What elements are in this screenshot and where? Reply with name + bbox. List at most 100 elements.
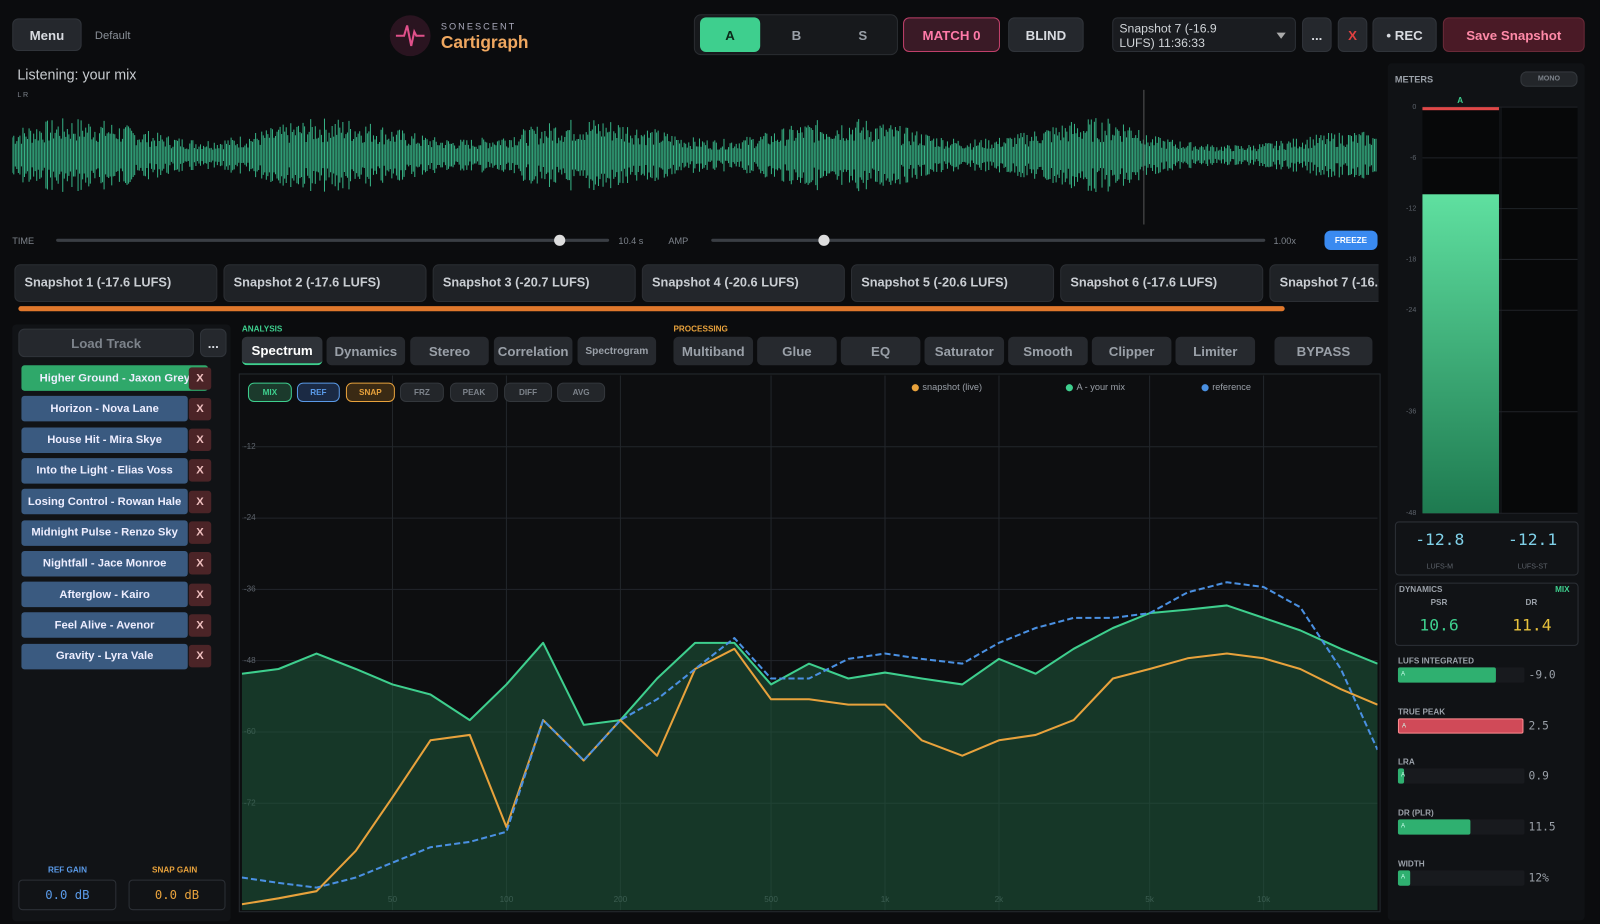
stat-value: 11.5 xyxy=(1528,820,1556,834)
snap-gain-input[interactable]: 0.0 dB xyxy=(128,879,226,911)
meter-tick-label: -18 xyxy=(1406,255,1416,263)
meter-channel-label: A xyxy=(1457,96,1463,105)
ab-button[interactable]: S xyxy=(858,27,868,43)
toggle-button[interactable]: DIFF xyxy=(504,382,553,403)
freeze-button[interactable]: FREEZE xyxy=(1324,230,1378,250)
ab-button[interactable]: A xyxy=(699,17,761,53)
snapshot-tab[interactable]: Snapshot 1 (-17.6 LUFS) xyxy=(14,264,218,303)
snapshot-tab[interactable]: Snapshot 7 (-16.9 LUFS) xyxy=(1269,264,1379,303)
legend-label: snapshot (live) xyxy=(922,382,982,392)
track-item[interactable]: Losing Control - Rowan Hale xyxy=(21,488,188,515)
analysis-tab[interactable]: Dynamics xyxy=(326,336,406,366)
meter-tick-label: -6 xyxy=(1410,154,1416,162)
slider-knob[interactable] xyxy=(818,234,830,246)
psr-label: PSR xyxy=(1430,597,1448,608)
remove-track-button[interactable]: X xyxy=(188,645,212,668)
mono-button[interactable]: MONO xyxy=(1520,71,1578,87)
toggle-button[interactable]: PEAK xyxy=(449,382,498,403)
snapshot-tab[interactable]: Snapshot 5 (-20.6 LUFS) xyxy=(851,264,1055,303)
time-slider[interactable] xyxy=(56,238,610,242)
analysis-tab[interactable]: Spectrogram xyxy=(577,336,657,366)
analysis-tab[interactable]: Stereo xyxy=(410,336,489,366)
processing-tab[interactable]: Smooth xyxy=(1008,336,1088,366)
remove-track-button[interactable]: X xyxy=(188,366,212,390)
slider-knob[interactable] xyxy=(554,234,566,246)
track-item[interactable]: Afterglow - Kairo xyxy=(21,581,188,608)
snapshot-tab[interactable]: Snapshot 6 (-17.6 LUFS) xyxy=(1060,264,1264,303)
track-item[interactable]: Higher Ground - Jaxon Grey xyxy=(21,365,209,391)
readout-value: -12.8 xyxy=(1415,529,1465,549)
snapshot-tab[interactable]: Snapshot 2 (-17.6 LUFS) xyxy=(223,264,427,303)
blind-button[interactable]: BLIND xyxy=(1008,17,1084,53)
amp-label: AMP xyxy=(668,235,689,246)
track-item[interactable]: Nightfall - Jace Monroe xyxy=(21,550,188,577)
remove-track-button[interactable]: X xyxy=(188,490,212,513)
stat-track xyxy=(1397,870,1525,886)
processing-tab[interactable]: Glue xyxy=(757,336,837,366)
meter-tick-label: -24 xyxy=(1406,306,1416,314)
match-button[interactable]: MATCH 0 xyxy=(903,17,1000,53)
remove-track-button[interactable]: X xyxy=(188,521,212,544)
ab-button[interactable]: B xyxy=(791,27,802,43)
processing-tab[interactable]: EQ xyxy=(840,336,921,366)
remove-track-button[interactable]: X xyxy=(188,614,212,637)
track-item[interactable]: Feel Alive - Avenor xyxy=(21,612,188,639)
analysis-tab[interactable]: Correlation xyxy=(493,336,573,366)
toggle-button[interactable]: FRZ xyxy=(399,382,444,403)
remove-track-button[interactable]: X xyxy=(188,552,212,575)
track-more-button[interactable]: ... xyxy=(199,328,227,358)
stat-value: -9.0 xyxy=(1528,668,1556,682)
preset-name: Default xyxy=(94,29,131,42)
stat-label: LUFS INTEGRATED xyxy=(1397,656,1474,666)
stat-bar: A xyxy=(1397,768,1405,785)
track-item[interactable]: Gravity - Lyra Vale xyxy=(21,643,188,670)
snapshot-tab[interactable]: Snapshot 3 (-20.7 LUFS) xyxy=(432,264,636,303)
stat-value: 12% xyxy=(1528,871,1549,885)
toggle-button[interactable]: MIX xyxy=(247,382,292,403)
series-line xyxy=(241,647,1378,906)
toggle-button[interactable]: SNAP xyxy=(345,382,395,403)
save-snapshot-button[interactable]: Save Snapshot xyxy=(1442,17,1585,53)
track-item[interactable]: Midnight Pulse - Renzo Sky xyxy=(21,519,188,546)
stat-bar: A xyxy=(1397,667,1496,683)
level-meter: 0 -6 -12 -18 -24 -36 -48 A xyxy=(1406,96,1578,517)
remove-track-button[interactable]: X xyxy=(188,428,212,452)
close-button[interactable]: X xyxy=(1337,17,1368,53)
brand: SONESCENT xyxy=(440,21,517,32)
amp-slider[interactable] xyxy=(711,238,1266,242)
waveform-view xyxy=(12,89,1377,225)
snap-gain-label: SNAP GAIN xyxy=(152,865,198,875)
snapshot-tab[interactable]: Snapshot 4 (-20.6 LUFS) xyxy=(641,264,845,303)
dropdown-line: Snapshot 7 (-16.9 xyxy=(1119,21,1217,36)
menu-button[interactable]: Menu xyxy=(12,18,82,52)
load-track-button[interactable]: Load Track xyxy=(18,328,194,358)
ref-gain-input[interactable]: 0.0 dB xyxy=(18,879,117,911)
processing-tab[interactable]: Multiband xyxy=(673,336,754,366)
remove-track-button[interactable]: X xyxy=(188,459,212,483)
processing-tab[interactable]: Limiter xyxy=(1175,336,1256,366)
rec-button[interactable]: • REC xyxy=(1372,17,1437,53)
toggle-button[interactable]: AVG xyxy=(557,382,606,403)
snapshot-dropdown[interactable]: Snapshot 7 (-16.9 LUFS) 11:36:33 xyxy=(1112,17,1296,53)
remove-track-button[interactable]: X xyxy=(188,583,212,606)
channel-labels: L R xyxy=(17,91,29,99)
more-button[interactable]: ... xyxy=(1302,17,1332,53)
processing-tab[interactable]: Saturator xyxy=(924,336,1005,366)
time-label: TIME xyxy=(12,235,35,246)
spectrum-chart: -12-24-36-48-60-72501002005001k2k5k10ksn… xyxy=(241,375,1378,911)
track-item[interactable]: Horizon - Nova Lane xyxy=(21,396,188,422)
track-item[interactable]: Into the Light - Elias Voss xyxy=(21,458,188,484)
bypass-button[interactable]: BYPASS xyxy=(1274,336,1373,366)
toggle-button[interactable]: REF xyxy=(296,382,340,403)
remove-track-button[interactable]: X xyxy=(188,397,212,421)
readout-label: LUFS-ST xyxy=(1517,563,1548,571)
progress-bar xyxy=(18,306,1285,312)
analysis-tab[interactable]: Spectrum xyxy=(241,336,323,366)
logo xyxy=(389,15,431,57)
stat-label: DR (PLR) xyxy=(1397,808,1434,818)
track-item[interactable]: House Hit - Mira Skye xyxy=(21,427,188,453)
processing-tab[interactable]: Clipper xyxy=(1091,336,1172,366)
stat-bar: A xyxy=(1397,718,1524,734)
analysis-label: ANALYSIS xyxy=(241,324,283,334)
status-text: Listening: your mix xyxy=(17,66,137,83)
